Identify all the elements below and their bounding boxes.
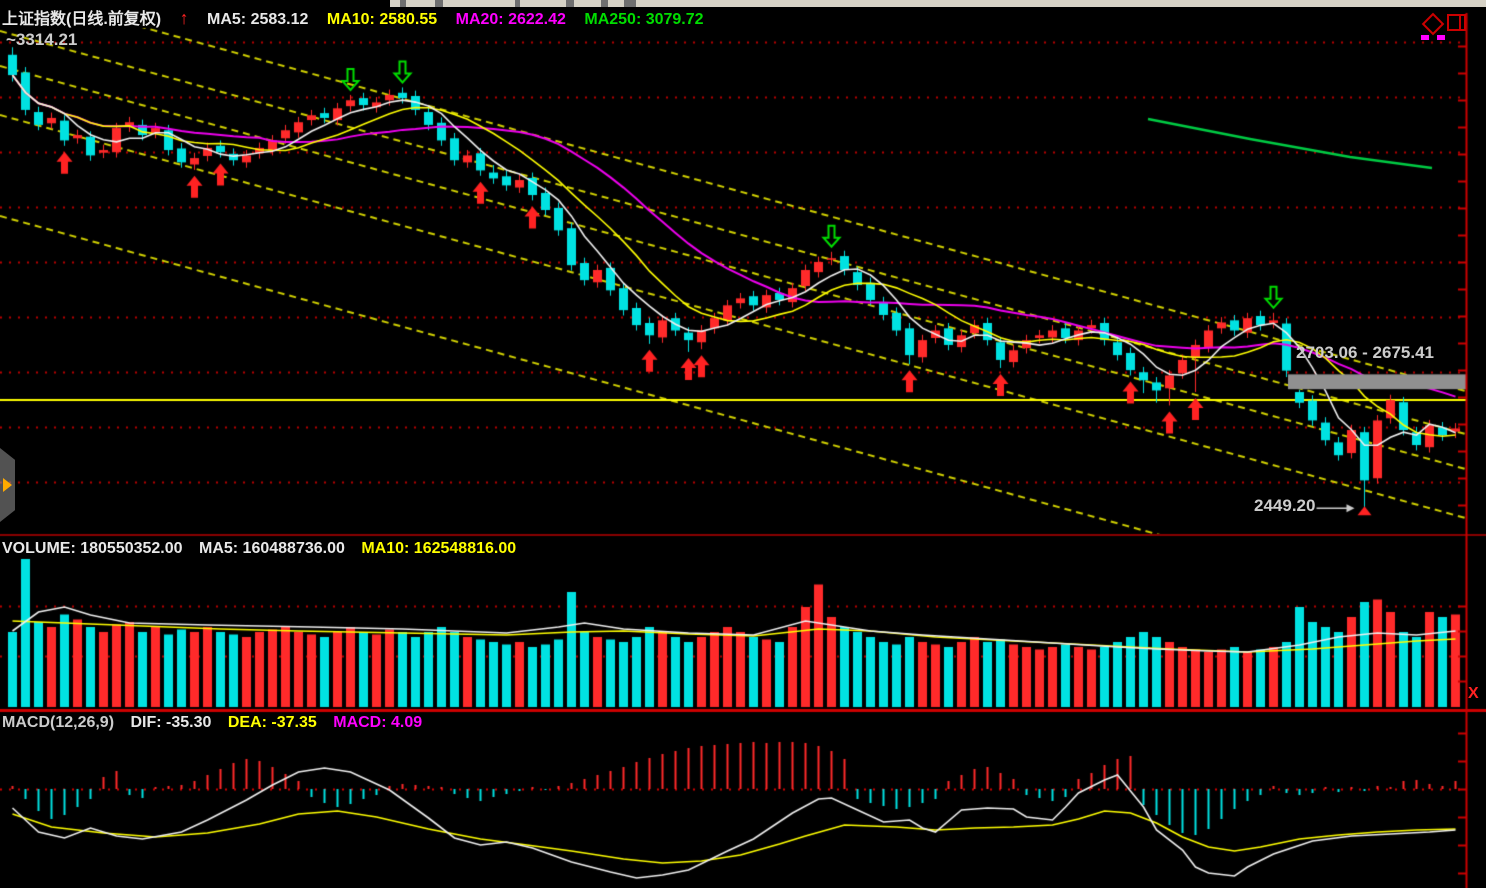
window-top-strip: [390, 0, 1486, 7]
buy-signal-icon: ↑: [179, 8, 189, 28]
volume-ma5-value: MA5: 160488736.00: [199, 540, 345, 557]
ma250-value: MA250: 3079.72: [584, 11, 704, 28]
instrument-title: 上证指数(日线.前复权): [2, 11, 162, 28]
strip-notch: [435, 0, 443, 7]
restore-window-icon-bar: [1459, 16, 1461, 29]
sidebar-expand-tab[interactable]: [0, 448, 15, 522]
volume-value: VOLUME: 180550352.00: [2, 540, 183, 557]
ma5-value: MA5: 2583.12: [207, 11, 309, 28]
macd-title: MACD(12,26,9): [2, 714, 115, 731]
dif-value: DIF: -35.30: [130, 714, 212, 731]
volume-panel-header: VOLUME: 180550352.00 MA5: 160488736.00 M…: [2, 541, 528, 557]
macd-value: MACD: 4.09: [333, 714, 423, 731]
strip-notch: [624, 0, 636, 7]
magenta-dot-icon: [1421, 35, 1429, 40]
low-price-label: 2449.20: [1254, 496, 1316, 515]
macd-panel-header: MACD(12,26,9) DIF: -35.30 DEA: -37.35 MA…: [2, 715, 434, 731]
dea-value: DEA: -37.35: [227, 714, 317, 731]
expand-right-icon: [3, 478, 12, 492]
gap-range-label: 2703.06 - 2675.41: [1296, 343, 1435, 362]
strip-notch: [566, 0, 574, 7]
magenta-dot-icon: [1437, 35, 1445, 40]
ma20-value: MA20: 2622.42: [455, 11, 566, 28]
main-chart-header: 上证指数(日线.前复权) ↑ MA5: 2583.12 MA10: 2580.5…: [2, 9, 718, 28]
x-axis-close-label[interactable]: X: [1468, 685, 1479, 702]
volume-ma10-value: MA10: 162548816.00: [361, 540, 517, 557]
restore-window-icon[interactable]: [1447, 14, 1466, 31]
strip-notch: [515, 0, 520, 7]
strip-notch: [400, 0, 406, 7]
strip-notch: [601, 0, 608, 7]
high-price-label: ~3314.21: [6, 30, 78, 49]
ma10-value: MA10: 2580.55: [326, 11, 438, 28]
